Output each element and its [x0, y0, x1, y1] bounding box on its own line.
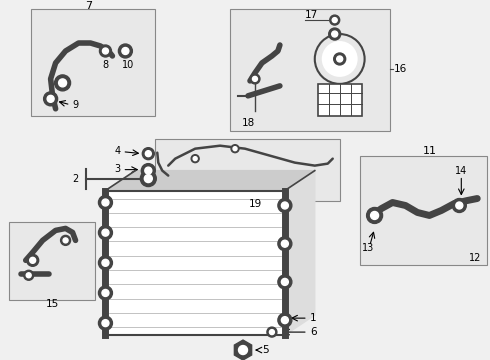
- Circle shape: [30, 257, 36, 263]
- Text: 11: 11: [422, 146, 437, 156]
- Polygon shape: [234, 340, 252, 360]
- Text: 6: 6: [310, 327, 317, 337]
- Circle shape: [278, 237, 292, 251]
- Circle shape: [102, 259, 109, 266]
- Text: 12: 12: [469, 253, 482, 263]
- Circle shape: [367, 207, 383, 224]
- Text: 1: 1: [310, 313, 317, 323]
- Circle shape: [193, 157, 197, 161]
- Text: 3: 3: [114, 163, 121, 174]
- Circle shape: [145, 167, 152, 174]
- Circle shape: [337, 56, 343, 62]
- Circle shape: [98, 256, 112, 270]
- Circle shape: [102, 199, 109, 206]
- Text: 10: 10: [122, 60, 135, 70]
- Text: 9: 9: [73, 100, 79, 110]
- Circle shape: [191, 155, 199, 163]
- Circle shape: [26, 254, 39, 266]
- Circle shape: [63, 238, 68, 243]
- Circle shape: [98, 316, 112, 330]
- Circle shape: [145, 175, 152, 183]
- Circle shape: [44, 92, 58, 106]
- Circle shape: [146, 151, 151, 157]
- Circle shape: [370, 211, 379, 220]
- Circle shape: [332, 31, 338, 37]
- Text: 8: 8: [102, 60, 109, 70]
- Circle shape: [98, 226, 112, 240]
- Circle shape: [322, 41, 358, 77]
- Circle shape: [98, 195, 112, 210]
- Circle shape: [98, 286, 112, 300]
- Circle shape: [102, 320, 109, 327]
- Text: 7: 7: [85, 1, 92, 11]
- Circle shape: [250, 74, 260, 84]
- Circle shape: [142, 148, 154, 159]
- Bar: [318, 84, 362, 116]
- Circle shape: [334, 53, 345, 65]
- Circle shape: [26, 273, 31, 278]
- Circle shape: [47, 95, 54, 102]
- Circle shape: [281, 202, 288, 209]
- Circle shape: [119, 44, 132, 58]
- Circle shape: [24, 270, 34, 280]
- Text: 4: 4: [114, 146, 121, 156]
- Circle shape: [452, 198, 466, 212]
- Circle shape: [140, 171, 156, 186]
- Bar: [360, 156, 487, 265]
- Text: 18: 18: [242, 118, 255, 128]
- Circle shape: [281, 278, 288, 285]
- Polygon shape: [285, 171, 315, 335]
- Circle shape: [59, 79, 67, 87]
- Bar: [105, 190, 285, 335]
- Circle shape: [252, 76, 257, 81]
- Circle shape: [54, 75, 71, 91]
- Bar: [9, 222, 96, 300]
- Circle shape: [267, 327, 277, 337]
- Bar: [155, 139, 340, 201]
- Circle shape: [456, 202, 463, 209]
- Circle shape: [122, 48, 129, 54]
- Text: 19: 19: [248, 199, 262, 210]
- Circle shape: [278, 313, 292, 327]
- Circle shape: [61, 235, 71, 246]
- Circle shape: [281, 240, 288, 247]
- Text: 15: 15: [46, 299, 59, 309]
- Text: 17: 17: [305, 10, 318, 20]
- Text: 16: 16: [393, 64, 407, 74]
- Polygon shape: [105, 171, 315, 190]
- Circle shape: [281, 317, 288, 324]
- Circle shape: [141, 164, 155, 177]
- Circle shape: [270, 330, 274, 334]
- Text: 14: 14: [455, 166, 467, 176]
- Bar: [230, 9, 390, 131]
- Circle shape: [278, 198, 292, 212]
- Circle shape: [329, 28, 341, 40]
- Circle shape: [233, 147, 237, 151]
- Text: 2: 2: [73, 174, 78, 184]
- Circle shape: [102, 289, 109, 296]
- Bar: [31, 9, 155, 116]
- Circle shape: [102, 229, 109, 236]
- Circle shape: [239, 346, 247, 355]
- Circle shape: [231, 145, 239, 153]
- Circle shape: [278, 275, 292, 289]
- Circle shape: [99, 45, 111, 57]
- Text: 5: 5: [262, 345, 269, 355]
- Text: 13: 13: [362, 243, 374, 253]
- Circle shape: [330, 15, 340, 25]
- Circle shape: [332, 18, 337, 23]
- Circle shape: [102, 48, 108, 54]
